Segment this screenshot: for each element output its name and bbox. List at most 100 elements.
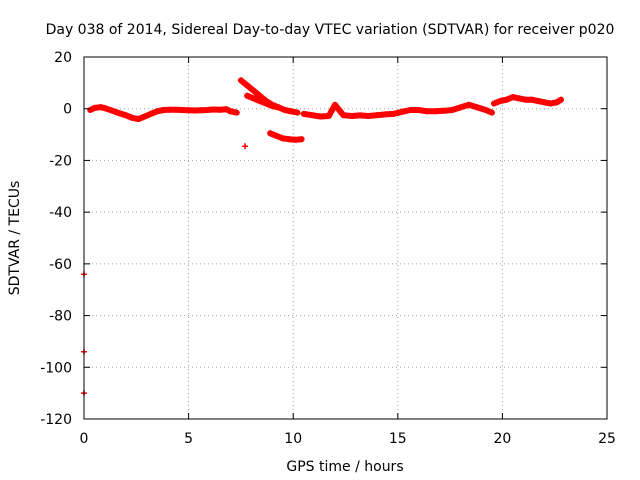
series-arc-lower (244, 92, 282, 111)
data-point (292, 136, 299, 143)
data-point (160, 107, 167, 114)
data-point (557, 96, 564, 103)
plot-frame (83, 56, 608, 420)
data-point (286, 136, 293, 143)
data-point (357, 112, 364, 119)
data-point (516, 95, 523, 102)
y-tick-label: -80 (49, 309, 72, 325)
x-tick-label: 0 (80, 431, 89, 447)
data-point (440, 107, 447, 114)
data-point (432, 108, 439, 115)
data-point (275, 104, 282, 111)
data-point (474, 104, 481, 111)
data-point (522, 96, 529, 103)
x-tick-label: 15 (389, 431, 407, 447)
x-tick-label: 5 (184, 431, 193, 447)
data-point (122, 112, 129, 119)
data-point (415, 107, 422, 114)
data-point (210, 106, 217, 113)
data-point (300, 110, 307, 117)
data-point (101, 105, 108, 112)
data-point (309, 112, 316, 119)
data-point (179, 107, 186, 114)
data-point (279, 135, 286, 142)
data-point (509, 94, 516, 101)
data-point (108, 107, 115, 114)
data-point (390, 110, 397, 117)
data-point (528, 96, 535, 103)
data-point (250, 87, 257, 94)
data-point (244, 82, 251, 89)
data-point (488, 109, 495, 116)
data-point (482, 107, 489, 114)
data-point (154, 108, 161, 115)
data-point (365, 112, 372, 119)
data-point (553, 99, 560, 106)
series-main-trace (87, 104, 240, 123)
data-point (216, 106, 223, 113)
data-point (317, 113, 324, 120)
series-isolated-point (242, 143, 249, 150)
series-right-trace (300, 101, 495, 120)
data-point (233, 109, 240, 116)
data-point (281, 107, 288, 114)
series-dip-segment (267, 130, 305, 143)
y-tick-label: -60 (49, 257, 72, 273)
data-point (534, 97, 541, 104)
data-point (457, 104, 464, 111)
y-tick-label: -120 (40, 412, 72, 428)
x-tick-label: 10 (284, 431, 302, 447)
data-point (204, 107, 211, 114)
data-point (407, 107, 414, 114)
data-point (449, 107, 456, 114)
data-point (541, 99, 548, 106)
data-point (348, 112, 355, 119)
data-point (373, 112, 380, 119)
data-point (288, 108, 295, 115)
data-point (269, 103, 276, 110)
data-point (191, 107, 198, 114)
data-point (263, 100, 270, 107)
data-point (242, 143, 249, 150)
data-point (294, 109, 301, 116)
data-point (273, 132, 280, 139)
y-tick-label: -100 (40, 360, 72, 376)
y-axis-label: SDTVAR / TECUs (7, 181, 23, 296)
axis-ticks: 0 5 10 15 20 25 -120 -100 -80 -60 -40 -20 0 20 (40, 50, 616, 447)
data-point (497, 97, 504, 104)
data-point (198, 107, 205, 114)
data-point (244, 92, 251, 99)
data-point (185, 107, 192, 114)
data-point (465, 101, 472, 108)
data-point (91, 104, 98, 111)
data-point (129, 114, 136, 121)
data-point (135, 116, 142, 123)
data-point (227, 108, 234, 115)
y-tick-label: 20 (54, 50, 72, 66)
data-point (114, 109, 121, 116)
data-point (237, 77, 244, 84)
data-point (87, 107, 94, 114)
data-point (547, 100, 554, 107)
data-point (173, 106, 180, 113)
data-point (223, 106, 230, 113)
data-point (398, 108, 405, 115)
data-point (503, 96, 510, 103)
x-tick-label: 20 (493, 431, 511, 447)
data-point (491, 100, 498, 107)
data-point (424, 108, 431, 115)
x-axis-label: GPS time / hours (286, 459, 403, 475)
data-point (97, 104, 104, 111)
chart-title: Day 038 of 2014, Sidereal Day-to-day VTE… (46, 22, 615, 38)
data-point (267, 130, 274, 137)
grid (84, 57, 607, 419)
y-tick-label: -20 (49, 153, 72, 169)
data-point (332, 101, 339, 108)
data-point (382, 111, 389, 118)
data-point (340, 112, 347, 119)
data-point (256, 97, 263, 104)
series-end-trace (491, 94, 564, 107)
data-point (298, 136, 305, 143)
data-point (325, 112, 332, 119)
